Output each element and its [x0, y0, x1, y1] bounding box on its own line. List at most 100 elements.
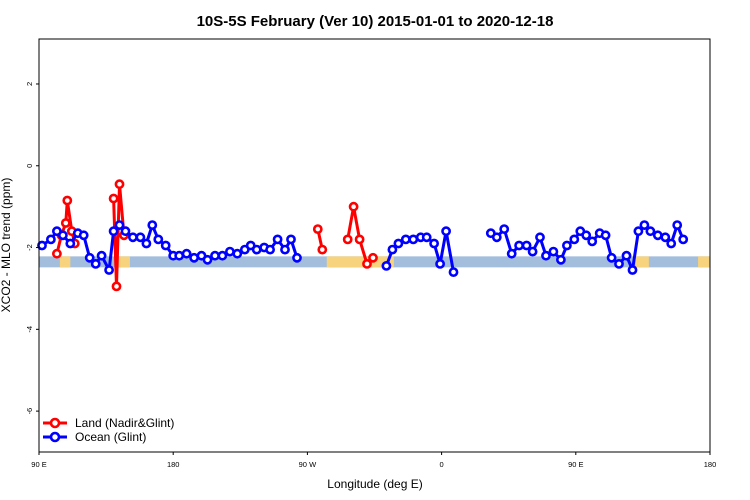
- legend-marker: [49, 431, 61, 443]
- data-point: [111, 281, 122, 292]
- legend-item: Land (Nadir&Glint): [43, 416, 174, 430]
- x-tick-label: 90 W: [299, 460, 317, 469]
- data-point: [421, 232, 432, 243]
- data-point: [90, 258, 101, 269]
- plot-frame: [38, 38, 711, 453]
- data-point: [78, 230, 89, 241]
- data-point: [114, 220, 125, 230]
- chart-title: 10S-5S February (Ver 10) 2015-01-01 to 2…: [197, 13, 554, 30]
- data-point: [120, 226, 131, 237]
- data-point: [217, 250, 228, 261]
- data-point: [581, 230, 592, 241]
- legend-item: Ocean (Glint): [43, 430, 146, 444]
- data-point: [280, 244, 290, 255]
- data-point: [84, 252, 95, 263]
- y-axis-label: XCO2 - MLO trend (ppm): [0, 178, 13, 313]
- data-point: [147, 220, 158, 230]
- data-point: [562, 240, 572, 251]
- data-point: [448, 267, 459, 277]
- data-point: [435, 258, 445, 269]
- data-point: [104, 265, 114, 275]
- series-layer: [37, 179, 689, 292]
- data-point: [348, 201, 359, 212]
- data-point: [381, 260, 392, 271]
- data-point: [37, 240, 47, 251]
- data-point: [292, 252, 302, 263]
- data-point: [429, 238, 439, 249]
- data-point: [548, 246, 559, 257]
- data-point: [678, 234, 689, 245]
- data-point: [141, 238, 152, 249]
- data-point: [251, 244, 262, 255]
- data-point: [672, 220, 683, 230]
- data-point: [521, 240, 532, 251]
- data-point: [108, 226, 119, 237]
- data-point: [569, 234, 580, 245]
- data-point: [342, 234, 353, 245]
- data-point: [499, 224, 510, 234]
- data-point: [606, 252, 617, 263]
- legend-label: Ocean (Glint): [75, 430, 146, 444]
- data-point: [621, 250, 632, 261]
- y-tick-label: -2: [25, 244, 34, 251]
- data-point: [65, 238, 76, 249]
- x-axis: 90 E 180 90 W 0 90 E 180: [31, 452, 716, 469]
- data-point: [627, 265, 638, 275]
- data-point: [645, 226, 656, 237]
- data-point: [400, 234, 411, 245]
- data-point: [354, 234, 365, 245]
- data-point: [312, 224, 323, 234]
- data-point: [441, 226, 451, 237]
- y-tick-label: 0: [25, 164, 34, 168]
- data-point: [587, 236, 598, 247]
- data-point: [556, 254, 566, 265]
- data-point: [232, 248, 243, 259]
- data-point: [174, 250, 185, 261]
- legend: Land (Nadir&Glint)Ocean (Glint): [43, 416, 174, 444]
- y-axis: 2 0 -2 -4 -6: [25, 82, 39, 414]
- land-band: [326, 256, 394, 268]
- data-point: [535, 232, 545, 243]
- data-point: [541, 250, 551, 261]
- data-point: [114, 179, 125, 190]
- data-point: [362, 258, 372, 269]
- data-point: [202, 254, 213, 265]
- land-band: [635, 256, 649, 268]
- data-point: [506, 248, 517, 259]
- data-point: [317, 244, 328, 255]
- data-point: [660, 232, 671, 243]
- y-tick-label: 2: [25, 82, 34, 86]
- x-tick-label: 90 E: [568, 460, 583, 469]
- data-point: [393, 238, 404, 249]
- data-point: [135, 232, 146, 243]
- data-point: [639, 220, 650, 230]
- y-tick-label: -4: [25, 326, 34, 333]
- data-point: [62, 195, 73, 206]
- data-point: [527, 246, 538, 257]
- data-point: [633, 226, 644, 237]
- data-point: [108, 193, 119, 204]
- land-band: [116, 256, 130, 268]
- data-point: [181, 248, 192, 259]
- land-band: [698, 256, 710, 268]
- series-land: [52, 179, 378, 292]
- data-point: [96, 250, 107, 261]
- data-point: [160, 240, 171, 251]
- series-ocean: [37, 220, 689, 277]
- data-point: [272, 234, 283, 245]
- data-point: [46, 234, 56, 245]
- legend-label: Land (Nadir&Glint): [75, 416, 174, 430]
- data-point: [491, 232, 502, 243]
- data-point: [265, 244, 275, 255]
- series-line: [112, 182, 126, 288]
- data-point: [58, 230, 68, 241]
- data-point: [614, 258, 624, 269]
- data-point: [652, 230, 663, 241]
- data-point: [514, 240, 524, 251]
- x-tick-label: 180: [167, 460, 180, 469]
- x-tick-label: 90 E: [31, 460, 46, 469]
- x-tick-label: 0: [440, 460, 444, 469]
- data-point: [153, 234, 164, 245]
- data-point: [286, 234, 296, 245]
